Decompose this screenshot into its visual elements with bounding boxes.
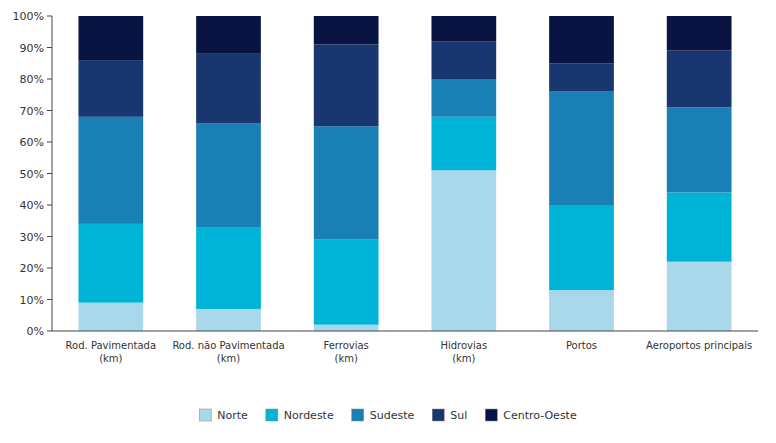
y-tick bbox=[47, 236, 52, 237]
y-tick-label: 100% bbox=[13, 10, 44, 23]
bar-segment bbox=[549, 290, 614, 331]
bar-segment bbox=[196, 54, 261, 123]
bar-segment bbox=[314, 44, 379, 126]
bar-segment bbox=[431, 16, 496, 41]
y-tick-label: 30% bbox=[20, 231, 44, 244]
bar-segment bbox=[78, 117, 143, 224]
x-tick-label: Ferrovias (km) bbox=[323, 340, 368, 364]
x-tick-label-line: Rod. não Pavimentada bbox=[172, 340, 284, 351]
bar-segment bbox=[78, 16, 143, 60]
x-tick-label-line: Hidrovias bbox=[440, 340, 487, 351]
y-tick bbox=[47, 47, 52, 48]
bar-segment bbox=[431, 41, 496, 79]
x-tick-label: Portos bbox=[566, 340, 597, 351]
x-tick-label: Rod. Pavimentada (km) bbox=[66, 340, 156, 364]
legend-swatch bbox=[266, 409, 278, 421]
bar-segment bbox=[549, 92, 614, 205]
bar-segment bbox=[431, 117, 496, 171]
legend-label: Sul bbox=[450, 409, 467, 422]
legend-swatch bbox=[485, 409, 497, 421]
x-tick-label: Rod. não Pavimentada (km) bbox=[172, 340, 284, 364]
legend-swatch bbox=[432, 409, 444, 421]
x-tick-label-line: Rod. Pavimentada bbox=[66, 340, 156, 351]
y-axis bbox=[52, 16, 53, 331]
y-tick bbox=[47, 268, 52, 269]
bar-segment bbox=[549, 63, 614, 91]
bar-segment bbox=[549, 16, 614, 63]
bar-segment bbox=[667, 16, 732, 51]
bar-segment bbox=[431, 170, 496, 331]
x-axis bbox=[52, 331, 758, 332]
bar-segment bbox=[667, 107, 732, 192]
bar-segment bbox=[314, 325, 379, 331]
bar-segment bbox=[314, 240, 379, 325]
y-tick bbox=[47, 331, 52, 332]
y-tick-label: 50% bbox=[20, 168, 44, 181]
y-tick bbox=[47, 16, 52, 17]
x-tick-label-line: (km) bbox=[334, 353, 357, 364]
legend-label: Nordeste bbox=[284, 409, 334, 422]
x-tick-label: Aeroportos principais bbox=[646, 340, 752, 351]
legend: Norte Nordeste Sudeste Sul Centro-Oeste bbox=[199, 409, 577, 422]
legend-label: Norte bbox=[217, 409, 248, 422]
bar-segment bbox=[196, 309, 261, 331]
bar-segment bbox=[78, 224, 143, 303]
chart: 0% 10% 20% 30% 40% 50% 60% 70% 80% 90% 100% Rod. Pa… bbox=[0, 0, 776, 443]
y-tick bbox=[47, 142, 52, 143]
bar-segment bbox=[314, 126, 379, 239]
bar-segment bbox=[314, 16, 379, 44]
x-tick-label-line: Portos bbox=[566, 340, 597, 351]
bars bbox=[78, 16, 731, 331]
y-tick bbox=[47, 79, 52, 80]
y-tick bbox=[47, 205, 52, 206]
x-tick-label-line: (km) bbox=[452, 353, 475, 364]
bar-segment bbox=[78, 303, 143, 331]
x-tick-label-line: (km) bbox=[99, 353, 122, 364]
y-tick-label: 70% bbox=[20, 105, 44, 118]
legend-swatch bbox=[352, 409, 364, 421]
bar-segment bbox=[431, 79, 496, 117]
y-tick-label: 20% bbox=[20, 262, 44, 275]
bar-segment bbox=[196, 16, 261, 54]
x-tick-label-line: Ferrovias bbox=[323, 340, 368, 351]
bar-segment bbox=[78, 60, 143, 117]
bar-segment bbox=[549, 205, 614, 290]
x-tick-label-line: Aeroportos principais bbox=[646, 340, 752, 351]
y-tick-label: 10% bbox=[20, 294, 44, 307]
y-tick-label: 40% bbox=[20, 199, 44, 212]
y-tick-label: 90% bbox=[20, 42, 44, 55]
y-tick-label: 0% bbox=[27, 325, 44, 338]
bar-segment bbox=[196, 227, 261, 309]
legend-label: Sudeste bbox=[370, 409, 415, 422]
y-tick-label: 80% bbox=[20, 73, 44, 86]
bar-segment bbox=[667, 192, 732, 261]
y-tick bbox=[47, 173, 52, 174]
y-tick-label: 60% bbox=[20, 136, 44, 149]
bar-segment bbox=[667, 262, 732, 331]
bar-segment bbox=[196, 123, 261, 227]
x-tick-label: Hidrovias (km) bbox=[440, 340, 487, 364]
legend-swatch bbox=[199, 409, 211, 421]
y-tick bbox=[47, 299, 52, 300]
bar-segment bbox=[667, 51, 732, 108]
y-tick bbox=[47, 110, 52, 111]
legend-label: Centro-Oeste bbox=[503, 409, 577, 422]
x-tick-label-line: (km) bbox=[217, 353, 240, 364]
